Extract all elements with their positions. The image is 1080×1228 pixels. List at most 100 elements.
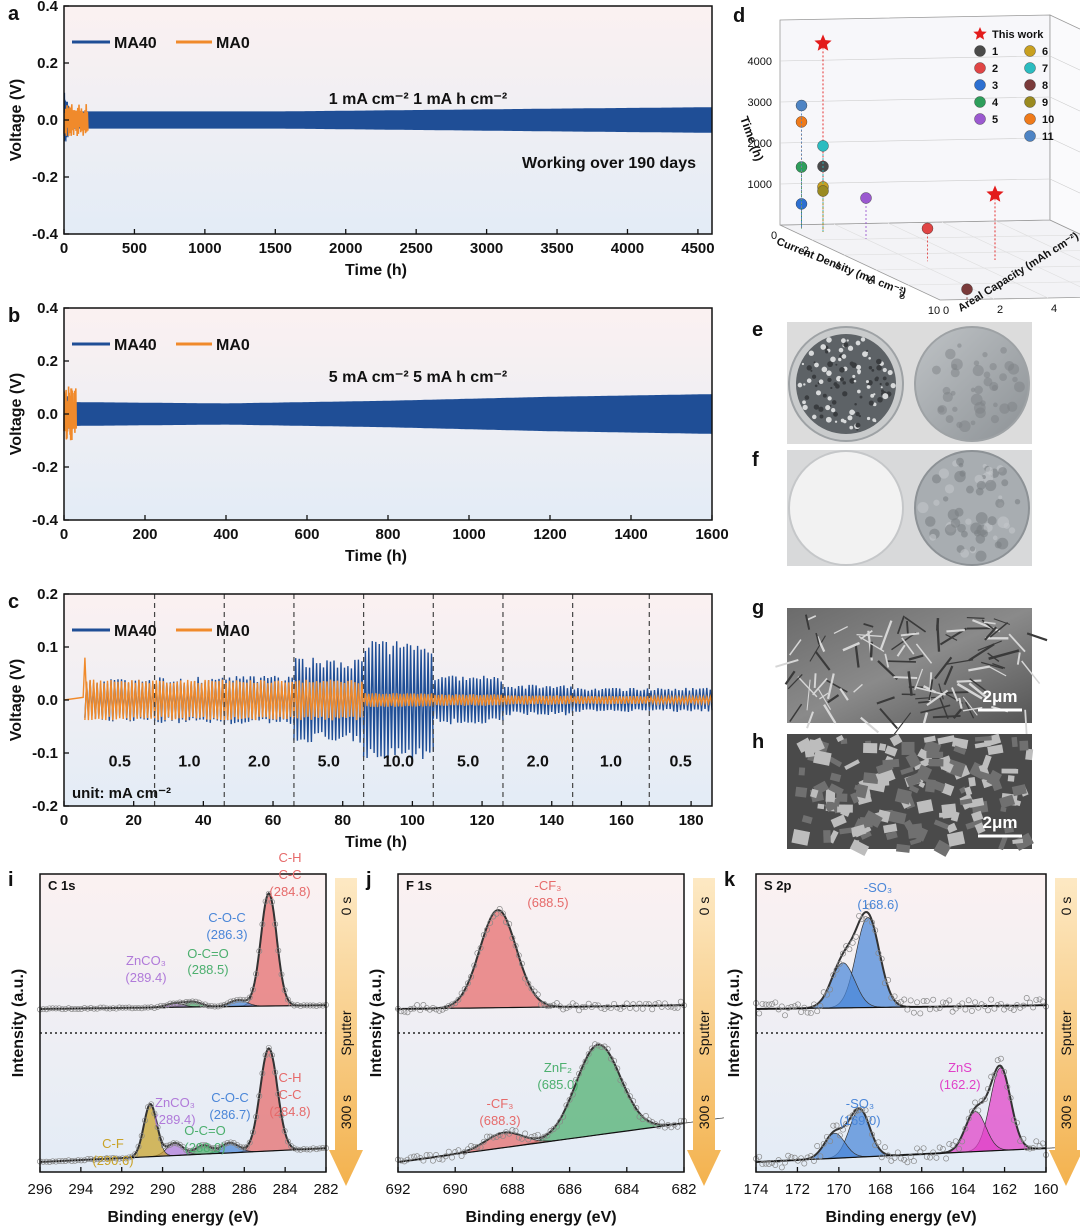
sem-grain (863, 742, 878, 754)
legend-star (973, 27, 987, 40)
raw-data-point (573, 1002, 579, 1009)
texture-speck (853, 379, 857, 383)
sem-flake (1016, 652, 1021, 665)
raw-data-point (633, 1005, 640, 1012)
raw-data-point (588, 1045, 595, 1052)
arrow-label-bottom: 300 s (696, 1095, 712, 1129)
raw-data-point (487, 1133, 494, 1140)
texture-speck (858, 414, 862, 418)
texture-speck (945, 415, 954, 423)
sem-flake (946, 628, 965, 633)
raw-data-point (1007, 1005, 1014, 1012)
sem-grain (926, 751, 944, 759)
texture-speck (803, 383, 806, 386)
ma0-segment (84, 679, 156, 721)
raw-data-point (642, 1113, 649, 1119)
raw-data-point (65, 1005, 72, 1012)
raw-data-point (936, 1005, 943, 1011)
texture-speck (876, 358, 882, 365)
peak-label: (685.0) (537, 1077, 578, 1092)
raw-data-point (445, 1148, 452, 1155)
raw-data-point (1030, 1004, 1037, 1011)
raw-data-point (917, 1010, 924, 1017)
raw-data-point (426, 1006, 433, 1013)
texture-speck (855, 411, 860, 417)
plot-background (64, 594, 712, 806)
sem-grain (888, 810, 907, 825)
raw-data-point (604, 1003, 611, 1010)
raw-data-point (859, 1106, 866, 1113)
raw-data-point (401, 1008, 408, 1015)
ma0-segment (362, 693, 434, 708)
sem-flake (928, 679, 934, 701)
sem-grain (895, 843, 911, 853)
texture-speck (983, 377, 993, 387)
x-tick-label: 1000 (452, 526, 485, 543)
sem-flake (987, 652, 1000, 663)
sem-flake (951, 687, 959, 702)
data-point-7 (817, 140, 829, 152)
texture-speck (925, 516, 936, 527)
sem-grain (809, 788, 819, 799)
sem-flake (901, 637, 915, 655)
raw-data-point (256, 948, 263, 955)
sem-grain (941, 761, 954, 773)
raw-data-point (471, 1143, 478, 1150)
texture-speck (885, 382, 889, 386)
raw-data-point (775, 1006, 782, 1013)
texture-speck (825, 416, 832, 423)
arrow-label-mid: Sputter (696, 1010, 712, 1055)
sem-flake (968, 643, 995, 662)
raw-data-point (43, 1006, 50, 1013)
ma40-segment (648, 687, 713, 713)
sem-grain (968, 776, 976, 787)
legend-marker (1024, 79, 1036, 91)
panel-letter: g (752, 597, 764, 619)
texture-speck (852, 374, 856, 378)
sem-flake (966, 616, 985, 620)
texture-speck (842, 381, 847, 385)
sem-flake (956, 679, 982, 683)
raw-data-point (949, 1008, 956, 1015)
texture-speck (937, 404, 948, 415)
sem-grain (998, 794, 1016, 809)
raw-data-point (968, 1108, 975, 1115)
texture-speck (830, 386, 833, 390)
raw-data-point (145, 1004, 151, 1011)
raw-data-point (433, 1152, 440, 1158)
texture-speck (859, 395, 863, 399)
texture-speck (876, 365, 882, 371)
raw-data-point (975, 1004, 982, 1011)
y-axis-label: Voltage (V) (8, 659, 25, 741)
raw-data-point (843, 1120, 850, 1127)
sem-flake (825, 678, 848, 693)
legend-label: This work (992, 29, 1044, 41)
raw-data-point (224, 1000, 231, 1007)
peak-label: C-F (102, 1136, 124, 1151)
texture-speck (982, 352, 988, 358)
raw-data-point (943, 1155, 950, 1162)
raw-data-point (173, 1000, 180, 1007)
raw-data-point (988, 1073, 995, 1080)
texture-speck (870, 393, 875, 398)
sem-flake (1024, 709, 1028, 738)
peak-label: ZnS (948, 1060, 972, 1075)
spectrum-title: S 2p (764, 878, 792, 893)
x-tick-label: 4500 (681, 240, 714, 257)
texture-speck (931, 365, 941, 375)
y-axis-label: Voltage (V) (8, 373, 25, 455)
raw-data-point (499, 910, 506, 917)
legend-marker (974, 45, 986, 57)
raw-data-point (1004, 1083, 1011, 1090)
texture-speck (840, 338, 846, 344)
texture-speck (808, 350, 815, 356)
sem-flake (863, 623, 874, 628)
sem-grain (930, 779, 946, 792)
sem-grain (795, 786, 808, 798)
texture-speck (825, 404, 831, 411)
raw-data-point (846, 946, 853, 953)
raw-data-point (259, 921, 266, 928)
raw-data-point (129, 1005, 136, 1012)
raw-data-point (623, 1087, 630, 1094)
star-this-work (814, 34, 832, 51)
